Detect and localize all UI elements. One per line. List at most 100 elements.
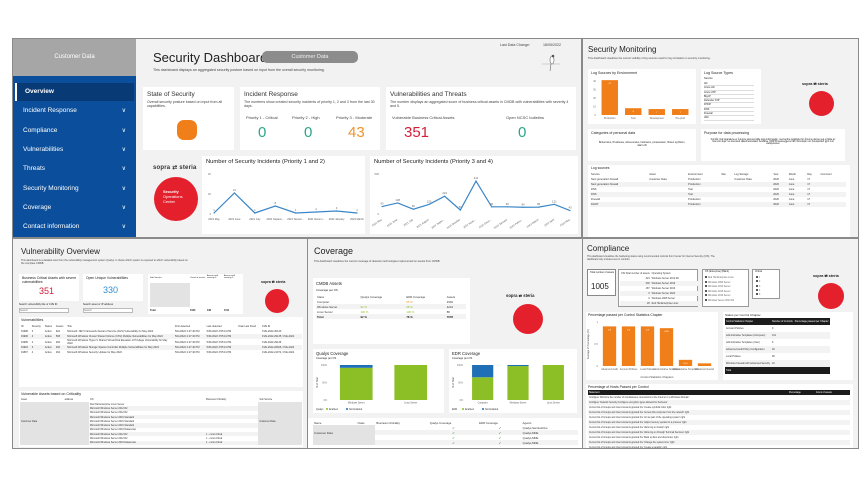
bar-segment[interactable] xyxy=(507,365,529,367)
column-header[interactable]: Operating System xyxy=(651,272,671,275)
table-row[interactable]: Configure 'Minimize the number of simult… xyxy=(588,395,850,400)
bar-segment[interactable] xyxy=(339,365,373,368)
column-header[interactable]: ID xyxy=(21,325,24,328)
table-row[interactable]: Firewall Production 2020 June 17 xyxy=(590,197,846,202)
checkbox[interactable] xyxy=(756,293,758,296)
criticality-option[interactable]: 2 xyxy=(756,280,760,284)
table-row[interactable]: Microsoft Windows Server 2012 R2 1 - most… xyxy=(20,432,302,437)
table-row[interactable]: 0 Windows Server 2022 xyxy=(620,291,698,296)
column-header[interactable]: Title xyxy=(67,325,72,328)
table-row[interactable]: Current list of Groups and User Accounts… xyxy=(588,405,850,410)
column-header[interactable]: Name xyxy=(314,420,322,425)
search-asset-input[interactable] xyxy=(83,308,133,313)
column-header[interactable]: Statement xyxy=(588,390,788,395)
data-point[interactable] xyxy=(381,205,383,208)
column-header[interactable]: Assets xyxy=(446,294,456,299)
column-header[interactable]: Business Criticality xyxy=(206,398,227,401)
table-row[interactable]: Microsoft Windows Server 2012 R2 xyxy=(20,410,302,415)
data-point[interactable] xyxy=(553,203,555,205)
column-header[interactable]: Number of Controls xyxy=(770,318,794,325)
column-header[interactable]: Sub Service xyxy=(259,398,273,401)
table-row[interactable]: 91995 4 Active 292 Microsoft Windows Hyper-V… xyxy=(20,339,302,345)
table-row[interactable]: Current list of Groups and User Accounts… xyxy=(588,420,850,425)
data-point[interactable] xyxy=(233,192,236,194)
table-row[interactable]: 28 Red Hat Enterprise Linux xyxy=(620,301,698,306)
table-row[interactable]: Current list of Groups and User Accounts… xyxy=(588,430,850,435)
log-type-item[interactable]: AD xyxy=(704,82,754,87)
table-row[interactable]: Current list of Groups and User Accounts… xyxy=(588,415,850,420)
table-row[interactable]: Administrative Templates (Computer) 101 xyxy=(725,332,830,339)
table-row[interactable]: Total 92 % 78 % 7678 xyxy=(316,314,466,319)
table-row[interactable]: Total xyxy=(725,367,830,374)
column-header[interactable]: OS xyxy=(90,398,94,401)
legend-entry[interactable]: Not Enabled xyxy=(349,408,363,411)
table-row[interactable]: Red Hat Enterprise Linux Server xyxy=(20,402,302,407)
table-row[interactable]: ✔ ✔ Qualys,MDE xyxy=(313,435,578,440)
data-point[interactable] xyxy=(213,212,215,214)
customer-data-button[interactable]: Customer Data xyxy=(262,51,358,63)
table-row[interactable]: DNS Test 2020 June 17 xyxy=(590,192,846,197)
data-point[interactable] xyxy=(459,209,461,211)
data-point[interactable] xyxy=(506,206,508,208)
column-header[interactable]: Control Statistics Chapter xyxy=(725,318,771,325)
os-filter-option[interactable]: Red Hat Enterprise Linux xyxy=(705,276,734,281)
column-header[interactable]: Count of assets xyxy=(190,277,206,279)
data-point[interactable] xyxy=(356,212,358,214)
legend-entry[interactable]: Not Enabled xyxy=(485,408,499,411)
column-header[interactable]: Agents xyxy=(522,420,532,425)
criticality-option[interactable]: 5 xyxy=(756,293,760,297)
table-row[interactable]: Microsoft Windows Server 2016 Standard xyxy=(20,423,302,428)
os-filter-option[interactable]: Windows 2016 Server xyxy=(705,289,734,295)
sidebar-item-compliance[interactable]: Compliance ∨ xyxy=(15,122,134,140)
bar[interactable] xyxy=(678,359,693,366)
log-type-item[interactable]: DNS xyxy=(704,108,754,113)
column-header[interactable]: Log Storage xyxy=(734,173,749,176)
column-header[interactable]: EDR Coverage xyxy=(406,294,426,299)
data-point[interactable] xyxy=(538,206,540,208)
table-row[interactable]: Administrative Templates (User) 6 xyxy=(725,339,830,346)
table-row[interactable]: Linux Server 100 % 100 % 88 xyxy=(316,309,466,314)
search-vuln-input[interactable] xyxy=(19,308,69,313)
checkbox[interactable] xyxy=(705,298,707,301)
sidebar-item-threats[interactable]: Threats ∨ xyxy=(15,160,134,178)
table-row[interactable]: Microsoft Windows Server 2016 Datacenter… xyxy=(20,440,302,445)
column-header[interactable]: Sub Service xyxy=(150,277,162,279)
table-row[interactable]: 91996 4 Active 508 Microsoft Windows Cluster… xyxy=(20,334,302,339)
column-header[interactable]: Site xyxy=(721,173,726,176)
os-filter-option[interactable]: Windows 2012 Server xyxy=(705,285,734,290)
table-row[interactable]: Current list of Groups and User Accounts… xyxy=(588,410,850,415)
checkbox[interactable] xyxy=(705,285,707,287)
data-point[interactable] xyxy=(315,211,317,213)
table-row[interactable]: Next generation firewall Customer Data Pro… xyxy=(590,177,846,182)
checkbox[interactable] xyxy=(705,294,707,296)
sidebar-item-coverage[interactable]: Coverage ∨ xyxy=(15,199,134,217)
data-point[interactable] xyxy=(335,210,338,212)
table-row[interactable]: ✔ ✔ Qualys,MDE xyxy=(313,440,578,445)
bar-segment[interactable] xyxy=(472,365,494,378)
bar-segment[interactable] xyxy=(339,367,373,400)
sidebar-item-contact-information[interactable]: Contact information ∨ xyxy=(15,218,134,236)
column-header[interactable]: CVE ID xyxy=(261,325,271,328)
table-row[interactable]: Current list of Groups and User Accounts… xyxy=(588,425,850,430)
os-filter-option[interactable]: Windows Server 2012 R2 xyxy=(705,298,734,304)
log-type-item[interactable]: Firewall xyxy=(704,112,754,117)
column-header[interactable]: Asset xyxy=(649,173,656,176)
sidebar-item-security-monitoring[interactable]: Security Monitoring ∨ xyxy=(15,180,134,198)
table-row[interactable]: ✔ ✔ Qualys,SentinelOne xyxy=(313,425,578,430)
table-row[interactable]: Current list of Groups and User Accounts… xyxy=(588,440,850,445)
bar[interactable] xyxy=(672,109,689,115)
data-point[interactable] xyxy=(491,206,493,208)
column-header[interactable]: Assets with severity 4 xyxy=(207,275,219,279)
legend-entry[interactable]: Enabled xyxy=(465,408,474,411)
table-row[interactable]: Current list of Groups and User Accounts… xyxy=(588,435,850,440)
checkbox[interactable] xyxy=(705,280,707,283)
bar[interactable] xyxy=(625,108,642,115)
data-point[interactable] xyxy=(274,205,276,207)
column-header[interactable]: First detected xyxy=(175,325,191,328)
checkbox[interactable] xyxy=(756,276,758,278)
data-point[interactable] xyxy=(569,209,571,212)
column-header[interactable]: Assets with severity 5 xyxy=(224,275,236,279)
table-row[interactable]: 91994 3 Active 292 Microsoft Windows Storage… xyxy=(20,345,302,350)
column-header[interactable]: Class xyxy=(317,294,324,299)
data-point[interactable] xyxy=(475,180,477,182)
